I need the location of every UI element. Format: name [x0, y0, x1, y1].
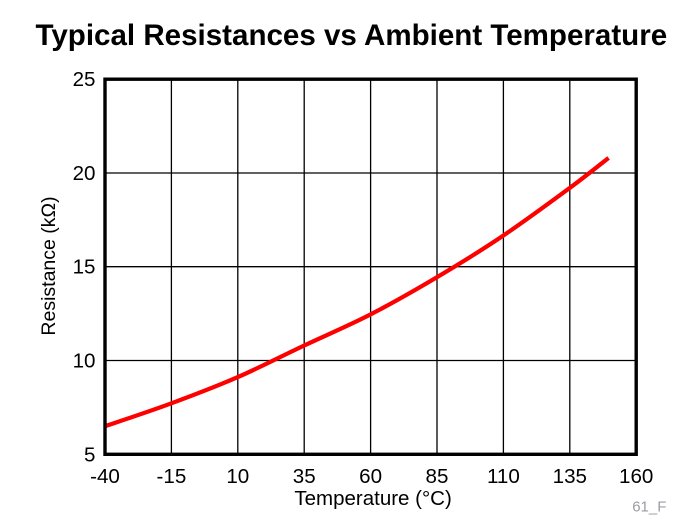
svg-text:15: 15: [73, 256, 96, 279]
svg-text:160: 160: [619, 465, 653, 488]
svg-text:Resistance (kΩ): Resistance (kΩ): [38, 196, 60, 335]
svg-text:25: 25: [73, 68, 96, 91]
svg-text:-15: -15: [157, 465, 187, 488]
svg-text:Temperature (°C): Temperature (°C): [294, 487, 451, 510]
svg-text:20: 20: [73, 162, 96, 185]
svg-text:10: 10: [73, 350, 96, 373]
svg-text:35: 35: [293, 465, 316, 488]
svg-text:10: 10: [226, 465, 249, 488]
svg-text:-40: -40: [90, 465, 120, 488]
svg-text:5: 5: [84, 443, 95, 466]
svg-text:61_F: 61_F: [632, 499, 666, 516]
svg-text:Typical Resistances vs Ambient: Typical Resistances vs Ambient Temperatu…: [36, 19, 668, 52]
svg-text:85: 85: [426, 465, 449, 488]
svg-text:110: 110: [487, 465, 520, 488]
svg-text:60: 60: [359, 465, 382, 488]
svg-text:135: 135: [553, 465, 587, 488]
